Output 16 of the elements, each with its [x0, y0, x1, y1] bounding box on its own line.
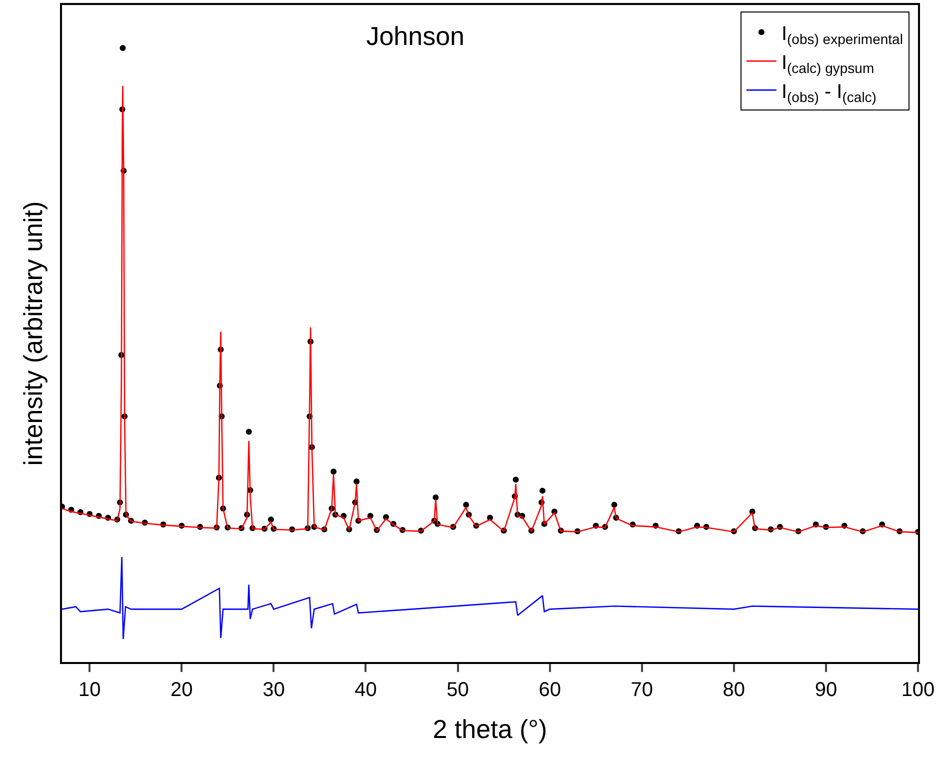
x-tick-label: 90: [814, 678, 838, 701]
x-tick-label: 100: [901, 678, 935, 701]
x-tick-label: 50: [446, 678, 469, 701]
legend-label: I$_{(obs) experimental}$: [781, 22, 903, 48]
y-axis-title: intensity (arbitrary unit): [18, 201, 48, 466]
legend-label: I$_{(obs)}$ - I$_{(calc)}$: [781, 80, 876, 106]
x-tick-label: 70: [630, 678, 653, 701]
x-axis-title: 2 theta (°): [432, 714, 548, 744]
x-tick-label: 40: [354, 678, 377, 701]
x-tick-label: 60: [538, 678, 561, 701]
x-tick-label: 10: [78, 678, 101, 701]
x-tick-label: 80: [722, 678, 746, 701]
x-tick-label: 20: [170, 678, 193, 701]
chart-title: Johnson: [366, 20, 465, 51]
legend-label: I$_{(calc) gypsum}$: [781, 52, 874, 76]
x-tick-label: 30: [262, 678, 285, 701]
